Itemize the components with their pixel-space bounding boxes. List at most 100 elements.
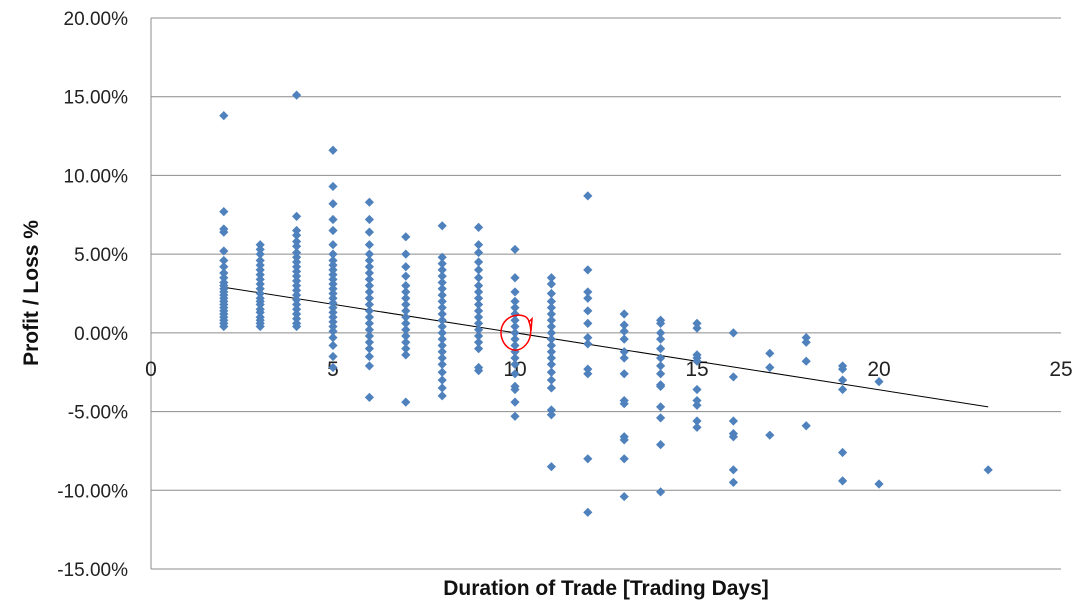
data-point xyxy=(437,353,447,363)
data-point xyxy=(219,111,229,121)
data-point xyxy=(583,364,593,374)
data-point xyxy=(328,293,338,303)
data-point xyxy=(292,262,302,272)
trendline-layer xyxy=(223,286,989,408)
data-point xyxy=(474,293,484,303)
data-point xyxy=(364,249,374,259)
data-point xyxy=(328,225,338,236)
data-point xyxy=(219,321,229,332)
data-point xyxy=(437,309,447,319)
data-point xyxy=(801,332,811,343)
data-point xyxy=(546,353,556,363)
data-point xyxy=(219,207,229,217)
data-point xyxy=(801,421,811,431)
data-point xyxy=(546,303,556,313)
data-point xyxy=(546,462,556,472)
data-point xyxy=(619,334,629,344)
data-point xyxy=(510,411,520,421)
data-point xyxy=(292,290,302,300)
data-point xyxy=(510,321,520,332)
data-point xyxy=(692,422,702,432)
data-point xyxy=(546,367,556,377)
data-point xyxy=(364,227,374,237)
data-point xyxy=(328,303,338,313)
data-point xyxy=(255,299,265,310)
data-point xyxy=(255,270,265,280)
data-point xyxy=(546,359,556,369)
data-point xyxy=(692,318,702,329)
data-point xyxy=(328,255,338,266)
data-point xyxy=(619,491,629,502)
data-point xyxy=(328,362,338,373)
data-point xyxy=(437,347,447,357)
data-point xyxy=(838,447,848,458)
data-point xyxy=(656,440,666,450)
data-point xyxy=(728,328,738,338)
x-tick-label: 15 xyxy=(685,358,708,381)
data-point xyxy=(328,199,338,209)
data-point xyxy=(437,258,447,269)
data-point xyxy=(619,326,629,336)
data-point xyxy=(255,307,265,317)
data-point xyxy=(510,397,520,407)
data-point xyxy=(510,353,520,363)
data-point xyxy=(437,303,447,313)
data-point xyxy=(583,287,593,297)
data-point xyxy=(692,323,702,333)
data-point xyxy=(292,304,302,314)
data-point xyxy=(546,309,556,319)
data-point xyxy=(255,321,265,332)
data-point xyxy=(364,306,374,316)
data-point xyxy=(474,299,484,310)
data-point xyxy=(364,344,374,354)
data-point xyxy=(401,306,411,316)
data-point xyxy=(292,295,302,305)
x-tick-label: 0 xyxy=(145,358,157,381)
data-point xyxy=(474,247,484,258)
y-tick-label: 15.00% xyxy=(64,88,129,109)
data-point xyxy=(546,273,556,283)
data-point xyxy=(546,383,556,393)
data-point xyxy=(292,266,302,277)
data-point xyxy=(292,276,302,286)
data-point xyxy=(255,274,265,284)
data-point xyxy=(437,334,447,344)
data-point xyxy=(546,410,556,420)
trendline xyxy=(223,286,989,408)
data-point xyxy=(728,416,738,426)
data-point xyxy=(656,344,666,354)
data-point xyxy=(838,476,848,486)
data-point xyxy=(364,262,374,272)
y-tick-label: 5.00% xyxy=(74,245,128,266)
data-point xyxy=(474,306,484,316)
data-point xyxy=(292,271,302,281)
data-point xyxy=(838,384,848,395)
data-point xyxy=(474,366,484,376)
data-point xyxy=(437,284,447,294)
data-point xyxy=(619,369,629,379)
data-point xyxy=(619,353,629,363)
data-point xyxy=(546,347,556,357)
data-point xyxy=(255,240,265,250)
data-point xyxy=(656,402,666,412)
data-point xyxy=(838,364,848,374)
y-axis-title: Profit / Loss % xyxy=(20,220,43,366)
data-point xyxy=(328,274,338,284)
data-point xyxy=(583,318,593,329)
data-point xyxy=(510,303,520,313)
data-point xyxy=(583,507,593,517)
data-point xyxy=(510,315,520,325)
data-point xyxy=(692,384,702,395)
data-point xyxy=(619,320,629,330)
data-point xyxy=(510,273,520,283)
data-point xyxy=(328,298,338,308)
data-point xyxy=(656,328,666,338)
data-point xyxy=(546,334,556,344)
data-point xyxy=(510,244,520,255)
data-point xyxy=(328,317,338,327)
data-point xyxy=(546,315,556,325)
data-point xyxy=(292,252,302,262)
data-point xyxy=(801,356,811,366)
data-point xyxy=(437,277,447,288)
data-point xyxy=(619,309,629,319)
